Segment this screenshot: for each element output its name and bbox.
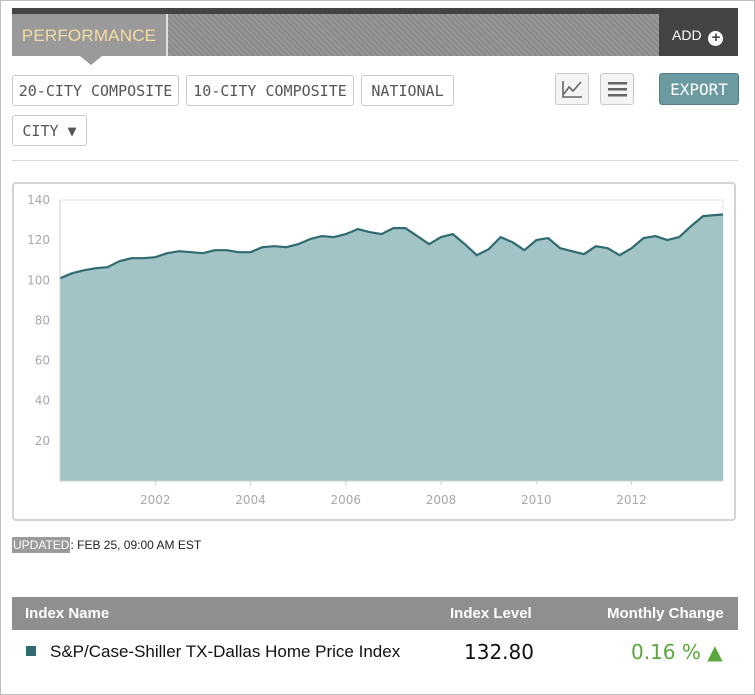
column-header-index-name: Index Name [25,605,110,622]
export-button[interactable]: EXPORT [659,73,739,105]
active-tab-pointer [80,56,102,65]
filter-national-button[interactable]: NATIONAL [361,75,454,106]
price-index-chart: 20 40 60 80 100 120 140 2002 2004 2006 2008 2010 201… [27,193,724,507]
column-header-index-level: Index Level [450,605,532,622]
city-dropdown[interactable]: CITY ▼ [12,115,87,146]
updated-timestamp: UPDATED: FEB 25, 09:00 AM EST [12,537,202,553]
line-chart-icon [562,81,582,98]
filter-10-city-composite-button[interactable]: 10-CITY COMPOSITE [186,75,354,106]
y-tick-label: 140 [27,193,50,207]
x-tick-label: 2012 [616,493,647,507]
x-tick-label: 2002 [140,493,171,507]
monthly-change-cell: 0.16 % ▲ [631,640,723,664]
table-header: Index Name Index Level Monthly Change [12,597,738,630]
add-button[interactable]: ADD + [659,14,738,56]
filter-20-city-composite-button[interactable]: 20-CITY COMPOSITE [12,75,179,106]
y-tick-label: 20 [35,434,50,448]
x-tick-label: 2006 [331,493,362,507]
updated-value: : FEB 25, 09:00 AM EST [70,538,202,552]
index-name-cell: S&P/Case-Shiller TX-Dallas Home Price In… [50,642,401,661]
column-header-monthly-change: Monthly Change [607,605,724,622]
y-tick-label: 60 [35,354,50,368]
header-top-strip [12,8,738,14]
list-icon [608,82,627,97]
x-tick-label: 2010 [521,493,552,507]
x-tick-label: 2008 [426,493,457,507]
chart-view-button[interactable] [555,73,589,105]
series-area-fill [60,214,723,481]
section-divider [12,160,738,161]
y-tick-label: 120 [27,233,50,247]
series-color-swatch [26,646,36,656]
table-row[interactable]: S&P/Case-Shiller TX-Dallas Home Price In… [12,632,738,688]
updated-label: UPDATED [12,537,71,553]
index-level-cell: 132.80 [464,640,534,664]
y-tick-label: 100 [27,273,50,287]
y-tick-label: 80 [35,313,50,327]
x-tick-label: 2004 [235,493,266,507]
plus-circle-icon: + [708,30,724,46]
add-label: ADD [672,27,702,43]
y-tick-label: 40 [35,394,50,408]
table-view-button[interactable] [600,73,634,105]
tab-performance[interactable]: PERFORMANCE [12,14,168,56]
series-line [59,213,724,280]
